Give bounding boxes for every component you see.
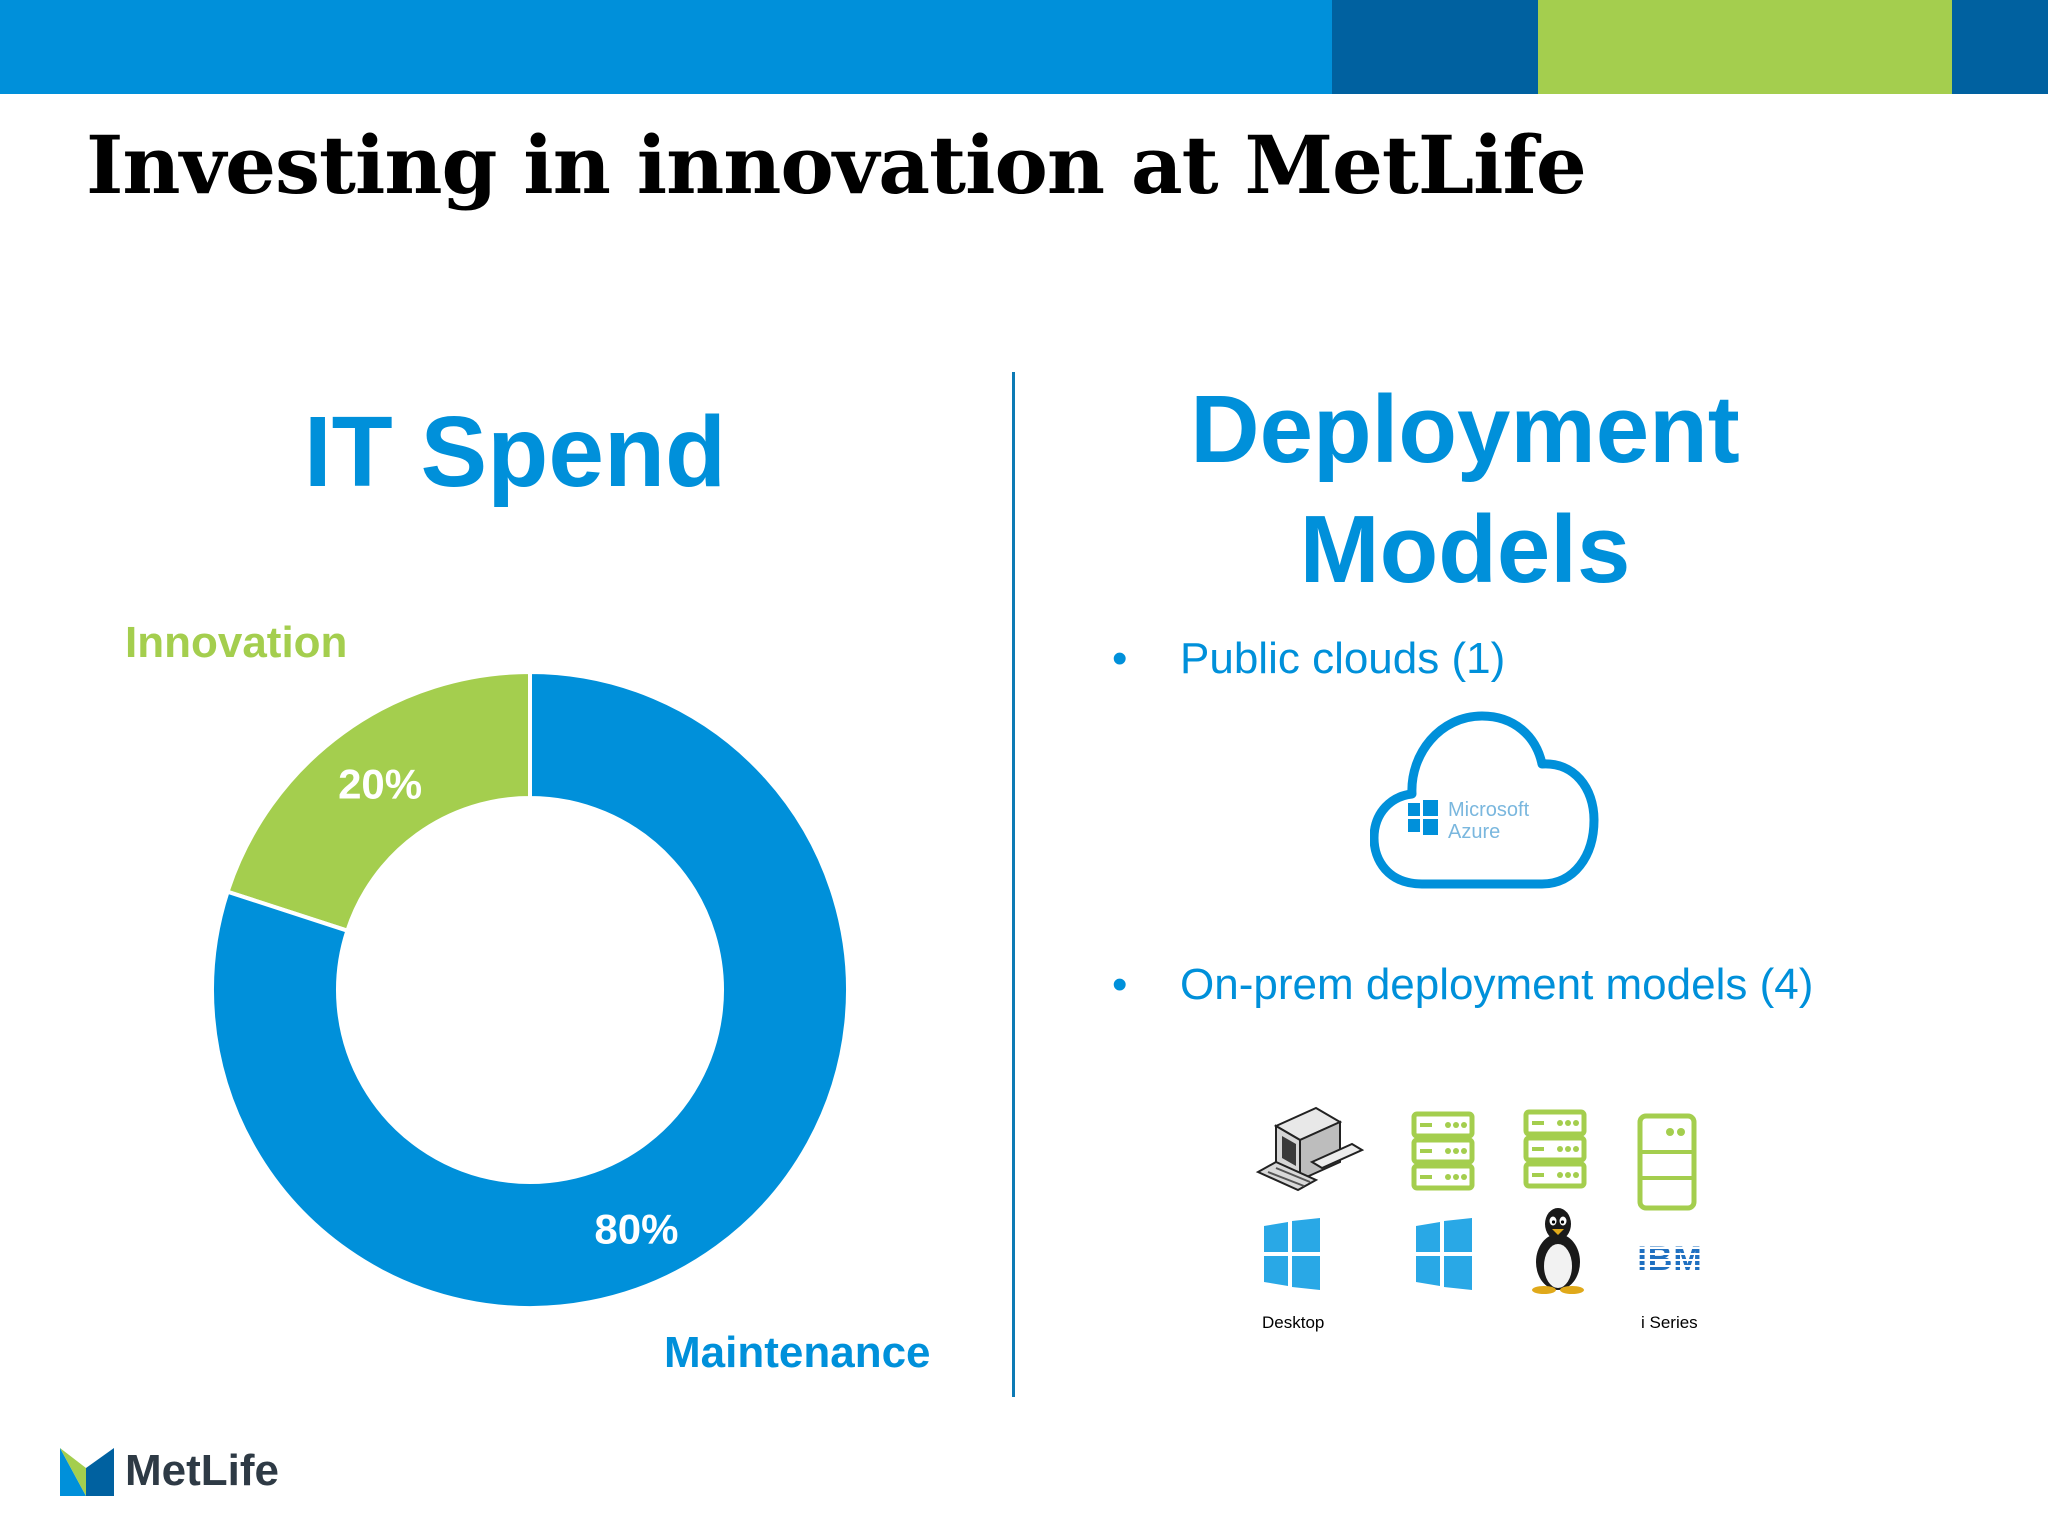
desktop-computer-icon (1255, 1106, 1364, 1192)
label-innovation: Innovation (125, 618, 348, 667)
vertical-divider (1012, 372, 1015, 1397)
header-bar-green (1538, 0, 1952, 94)
deployment-heading-line-2: Models (1299, 496, 1631, 603)
server-icon (1411, 1111, 1475, 1191)
donut-slice-maintenance (210, 669, 850, 1310)
label-maintenance: Maintenance (664, 1328, 931, 1377)
header-bar-dark-blue-end (1952, 0, 2048, 94)
header-bar-dark-blue (1332, 0, 1538, 94)
bullet-marker: • (1112, 960, 1128, 1009)
linux-penguin-icon (1532, 1208, 1584, 1294)
donut-slice-innovation (225, 669, 532, 934)
bullet-public-clouds: • Public clouds (1) (1112, 634, 1505, 684)
windows-icon (1264, 1218, 1320, 1290)
bullet-text: Public clouds (1) (1180, 634, 1506, 683)
caption-i-series: i Series (1641, 1313, 1698, 1332)
bullet-marker: • (1112, 634, 1128, 683)
server-icon (1523, 1109, 1587, 1189)
it-spend-heading: IT Spend (303, 396, 727, 508)
it-spend-donut-chart: 20% 80% (210, 669, 850, 1310)
header-color-bar (0, 0, 2048, 94)
ibm-logo-text: IBM (1637, 1240, 1702, 1276)
windows-icon (1408, 800, 1438, 835)
metlife-m-icon (60, 1448, 114, 1496)
caption-desktop: Desktop (1262, 1313, 1325, 1332)
data-label-maintenance: 80% (594, 1205, 678, 1252)
azure-text-line-1: Microsoft (1448, 799, 1530, 821)
server-tower-icon (1637, 1113, 1697, 1211)
header-bar-blue (0, 0, 1332, 94)
bullet-on-prem: • On-prem deployment models (4) (1112, 960, 1813, 1010)
bullet-text: On-prem deployment models (4) (1180, 960, 1814, 1009)
slide-title: Investing in innovation at MetLife (86, 118, 1587, 212)
azure-cloud-icon: Microsoft Azure (1370, 711, 1599, 889)
metlife-logo-text: MetLife (125, 1446, 279, 1495)
ibm-logo-icon: IBM (1634, 1240, 1706, 1276)
data-label-innovation: 20% (338, 761, 422, 808)
azure-text-line-2: Azure (1448, 821, 1500, 843)
deployment-models-heading: Deployment Models (1080, 370, 1850, 610)
windows-icon (1416, 1218, 1472, 1290)
deployment-heading-line-1: Deployment (1190, 376, 1740, 483)
